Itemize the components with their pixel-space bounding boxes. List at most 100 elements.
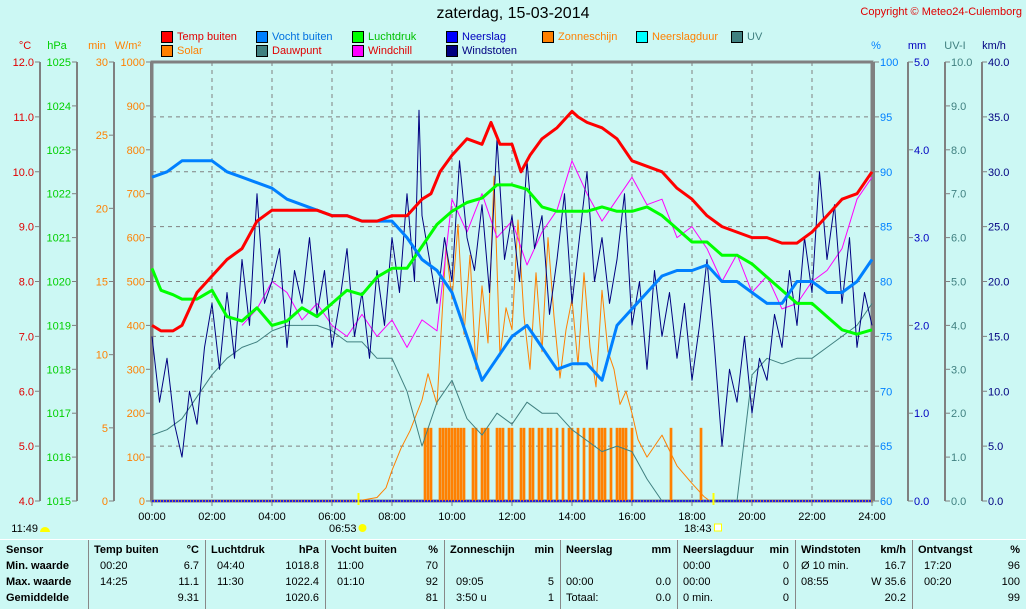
x-axis-tick-label: 10:00: [438, 511, 466, 523]
left-axis-unit: °C: [19, 40, 31, 52]
stats-cell-label: 3:50 u: [456, 592, 487, 604]
legend-label: Dauwpunt: [272, 45, 322, 57]
bar-zonneschijn: [669, 427, 673, 501]
right-axis-tick-label: 4.0: [914, 145, 929, 157]
stats-cell-value: 1020.6: [285, 592, 319, 604]
stats-cell-value: 16.7: [884, 560, 906, 572]
x-axis-tick-label: 12:00: [498, 511, 526, 523]
stats-row: 00:00 0: [677, 558, 795, 574]
bar-zonneschijn: [540, 427, 544, 501]
stats-column-sensor: Sensor Min. waarde Max. waarde Gemiddelde: [0, 542, 88, 608]
right-axis-tick-label: 60: [880, 496, 892, 508]
stats-cell-value: 5: [547, 576, 554, 588]
right-axis-tick-label: 30.0: [988, 167, 1009, 179]
table-divider: [677, 540, 678, 609]
stats-cell-label: Min. waarde: [6, 560, 69, 572]
bar-zonneschijn: [429, 427, 433, 501]
left-axis-tick-label: 1021: [47, 233, 71, 245]
stats-header: Vocht buiten: [331, 544, 397, 556]
table-divider: [88, 540, 89, 609]
weather-chart: °C12.011.010.09.08.07.06.05.04.0hPa10251…: [11, 40, 1009, 535]
left-axis-tick-label: 1024: [47, 101, 71, 113]
bar-zonneschijn: [531, 427, 535, 501]
legend-label: Vocht buiten: [272, 31, 333, 43]
right-axis-tick-label: 20.0: [988, 277, 1009, 289]
bar-zonneschijn: [444, 427, 448, 501]
stats-cell-label: 11:30: [217, 576, 244, 588]
legend-item-neerslag: Neerslag: [446, 31, 506, 43]
stats-row: 08:55 W 35.6: [795, 574, 912, 590]
stats-row: 0 min. 0: [677, 590, 795, 606]
left-axis-tick-label: 10: [96, 350, 108, 362]
right-axis-unit: UV-I: [944, 40, 965, 52]
left-axis-unit: hPa: [47, 40, 67, 52]
left-axis-tick-label: 1000: [121, 57, 145, 69]
legend-swatch: [446, 45, 458, 57]
stats-cell-label: Ø 10 min.: [801, 560, 849, 572]
bar-zonneschijn: [471, 427, 475, 501]
right-axis-tick-label: 15.0: [988, 331, 1009, 343]
stats-row: Min. waarde: [0, 558, 88, 574]
stats-table: Sensor Min. waarde Max. waarde Gemiddelde Te…: [0, 539, 1026, 609]
stats-unit: %: [1010, 544, 1020, 556]
left-axis-tick-label: 7.0: [19, 331, 34, 343]
bar-zonneschijn: [426, 427, 430, 501]
stats-cell-label: 00:20: [924, 576, 952, 588]
legend-label: UV: [747, 31, 763, 43]
bar-zonneschijn: [423, 427, 427, 501]
x-axis-tick-label: 08:00: [378, 511, 406, 523]
right-axis-tick-label: 1.0: [951, 452, 966, 464]
bar-zonneschijn: [561, 427, 565, 501]
left-axis-tick-label: 1017: [47, 408, 71, 420]
right-axis-tick-label: 100: [880, 57, 898, 69]
right-axis-tick-label: 5.0: [988, 441, 1003, 453]
legend-swatch: [256, 31, 268, 43]
x-axis-tick-label: 24:00: [858, 511, 886, 523]
stats-cell-value: 81: [425, 592, 438, 604]
right-axis-tick-label: 40.0: [988, 57, 1009, 69]
right-axis-tick-label: 8.0: [951, 145, 966, 157]
right-axis-tick-label: 2.0: [951, 408, 966, 420]
stats-unit: km/h: [880, 544, 906, 556]
stats-cell-value: 20.2: [884, 592, 906, 604]
legend-label: Zonneschijn: [558, 31, 618, 43]
stats-row: [560, 558, 677, 574]
copyright-notice: Copyright © Meteo24-Culemborg: [860, 6, 1022, 18]
stats-cell-value: 11.1: [178, 576, 199, 588]
bar-zonneschijn: [519, 427, 523, 501]
left-axis-tick-label: 1019: [47, 320, 71, 332]
right-axis-tick-label: 35.0: [988, 112, 1009, 124]
legend-label: Neerslagduur: [652, 31, 719, 43]
bar-zonneschijn: [699, 427, 703, 501]
legend-label: Solar: [177, 45, 203, 57]
series-line-luchtdruk: [150, 183, 873, 336]
left-axis-tick-label: 0: [139, 496, 145, 508]
left-axis-tick-label: 300: [127, 364, 145, 376]
stats-column-zonneschijn: Zonneschijn min 09:05 5 3:50 u 1: [444, 542, 560, 608]
right-axis-tick-label: 25.0: [988, 222, 1009, 234]
x-axis-tick-label: 06:00: [318, 511, 346, 523]
right-axis-tick-label: 0.0: [951, 496, 966, 508]
stats-row: 09:05 5: [444, 574, 560, 590]
stats-unit: mm: [651, 544, 671, 556]
stats-cell-label: 00:00: [566, 576, 594, 588]
stats-column-vocht-buiten: Vocht buiten% 11:00 70 01:10 92 81: [325, 542, 444, 608]
right-axis-tick-label: 9.0: [951, 101, 966, 113]
stats-unit: °C: [186, 544, 199, 556]
stats-cell-value: 1: [547, 592, 554, 604]
bar-zonneschijn: [447, 427, 451, 501]
stats-header: Zonneschijn: [450, 544, 515, 556]
bar-zonneschijn: [600, 427, 604, 501]
sun-half-icon: [40, 527, 50, 532]
stats-header: Temp buiten: [94, 544, 159, 556]
bar-zonneschijn: [486, 427, 490, 501]
right-axis-tick-label: 0.0: [988, 496, 1003, 508]
right-axis-tick-label: 90: [880, 167, 892, 179]
left-axis-tick-label: 1016: [47, 452, 71, 464]
stats-cell-label: 0 min.: [683, 592, 713, 604]
left-axis-tick-label: 1020: [47, 277, 71, 289]
legend-item-zonneschijn: Zonneschijn: [542, 31, 617, 43]
legend-item-vocht-buiten: Vocht buiten: [256, 31, 333, 43]
stats-cell-label: 00:00: [683, 576, 711, 588]
stats-cell-label: Max. waarde: [6, 576, 72, 588]
